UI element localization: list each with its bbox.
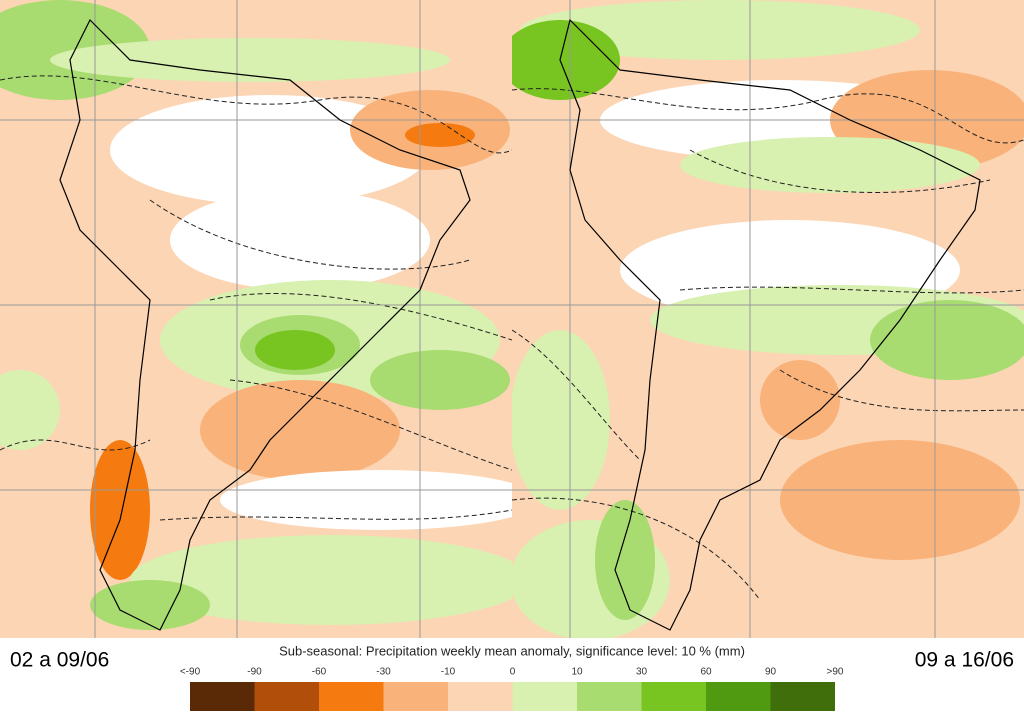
colorbar-label: -90 — [247, 667, 262, 678]
colorbar-swatch — [319, 682, 384, 711]
colorbar-swatch — [254, 682, 319, 711]
colorbar-label: 30 — [636, 667, 648, 678]
colorbar-swatch — [706, 682, 771, 711]
colorbar-swatch — [190, 682, 255, 711]
colorbar-label: 10 — [571, 667, 583, 678]
colorbar-swatch — [577, 682, 642, 711]
panel-label: 02 a 09/06 — [10, 649, 109, 672]
map-panel-1 — [0, 0, 512, 638]
colorbar-label: -60 — [312, 667, 327, 678]
colorbar-label: >90 — [827, 667, 844, 678]
colorbar-label: -10 — [441, 667, 456, 678]
colorbar-title: Sub-seasonal: Precipitation weekly mean … — [279, 643, 745, 658]
colorbar-label: -30 — [376, 667, 391, 678]
map-panel-2 — [512, 0, 1024, 638]
colorbar-swatch — [512, 682, 577, 711]
colorbar-swatch — [641, 682, 706, 711]
colorbar: <-90 -90 -60 -30 -10 0 10 30 60 90 >90 — [180, 667, 844, 711]
colorbar-label: 0 — [510, 667, 516, 678]
colorbar-swatch — [448, 682, 513, 711]
panel-label: 09 a 16/06 — [915, 649, 1014, 672]
colorbar-label: <-90 — [180, 667, 201, 678]
colorbar-label: 90 — [765, 667, 777, 678]
colorbar-swatch — [383, 682, 448, 711]
colorbar-label: 60 — [700, 667, 712, 678]
colorbar-swatch — [770, 682, 835, 711]
